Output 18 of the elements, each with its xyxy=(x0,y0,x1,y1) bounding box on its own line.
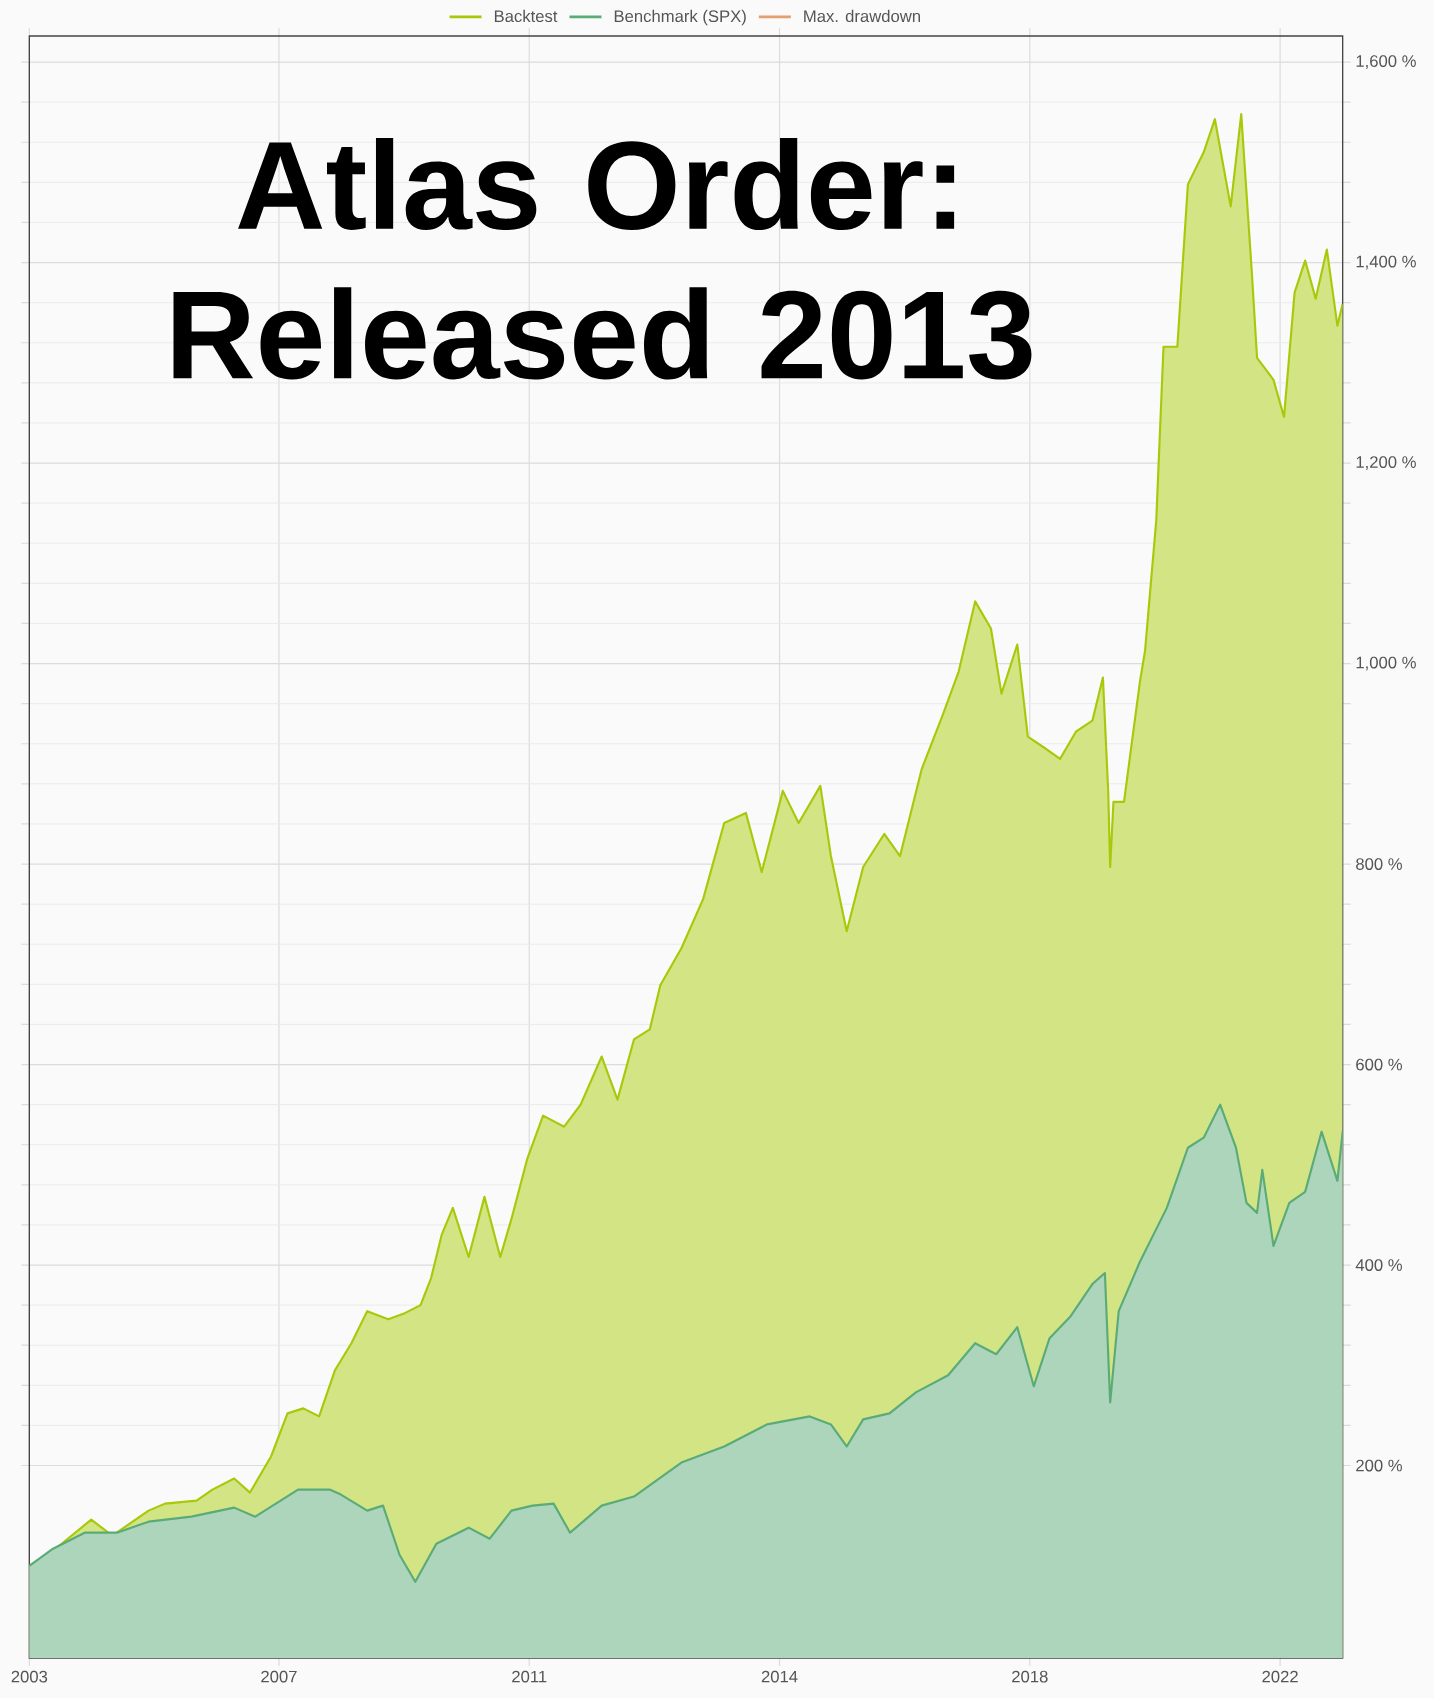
x-tick-label: 2011 xyxy=(512,1670,547,1683)
text: Atlas Order: Released 2013 xyxy=(173,138,1032,380)
x-tick-label: 2018 xyxy=(1012,1670,1048,1683)
y-tick-label: 800 % xyxy=(1356,858,1402,870)
x-tick-label: 2022 xyxy=(1262,1670,1298,1683)
y-tick-label: 600 % xyxy=(1356,1058,1402,1071)
y-tick-label: 200 % xyxy=(1356,1459,1402,1472)
y-tick-label: 1,600 % xyxy=(1356,55,1416,69)
y-tick-label: 1,400 % xyxy=(1356,255,1416,270)
x-tick-label: 2007 xyxy=(261,1670,297,1683)
x-tick-label: 2003 xyxy=(11,1670,48,1683)
y-tick-label: 1,000 % xyxy=(1356,656,1416,671)
y-tick-label: 1,200 % xyxy=(1356,456,1416,470)
y-tick-label: 400 % xyxy=(1355,1259,1402,1271)
legend-label: Max. drawdown xyxy=(804,9,920,23)
legend-label: Backtest xyxy=(494,9,558,23)
legend-label: Benchmark (SPX) xyxy=(614,9,746,26)
x-tick-label: 2014 xyxy=(761,1670,798,1683)
